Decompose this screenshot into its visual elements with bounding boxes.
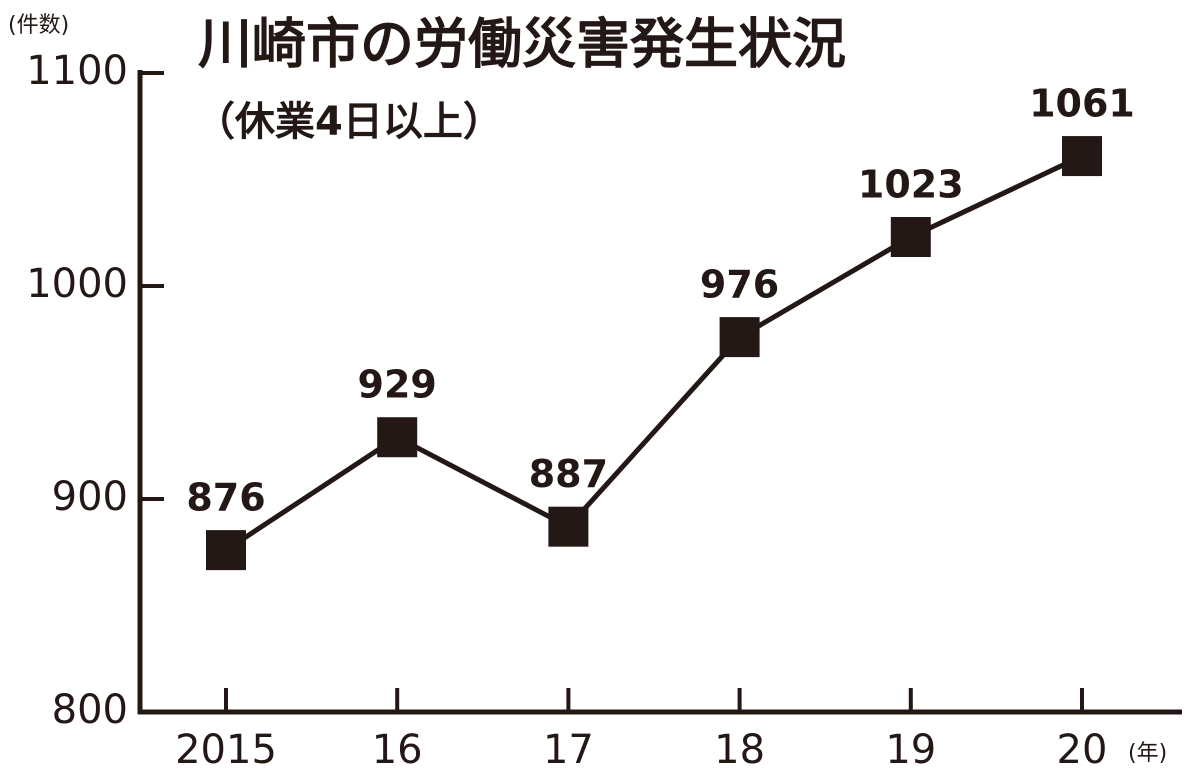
y-axis-label: (件数) <box>8 13 69 38</box>
marker <box>719 317 760 358</box>
y-tick-label: 900 <box>52 474 128 520</box>
x-tick-label: 20 <box>1057 727 1108 773</box>
data-label: 976 <box>700 263 779 307</box>
chart-title: 川崎市の労働災害発生状況 <box>198 13 846 76</box>
marker <box>890 217 931 258</box>
x-tick-label: 19 <box>885 727 936 773</box>
chart-subtitle: （休業4日以上） <box>195 99 503 145</box>
line <box>224 153 1084 553</box>
marker <box>548 506 589 547</box>
marker <box>377 417 418 458</box>
data-label: 929 <box>358 363 437 407</box>
data-label: 876 <box>186 476 265 520</box>
x-tick-label: 18 <box>714 727 765 773</box>
marker <box>206 530 246 571</box>
x-tick-label: 17 <box>543 727 594 773</box>
data-label: 1061 <box>1029 82 1135 126</box>
data-label: 887 <box>529 452 608 496</box>
x-tick-label: 2015 <box>175 727 277 773</box>
x-tick-label: 16 <box>372 727 423 773</box>
y-tick-label: 1100 <box>26 48 128 94</box>
y-tick-label: 1000 <box>26 261 128 307</box>
marker <box>1062 136 1102 177</box>
y-tick-label: 800 <box>52 687 128 733</box>
x-axis-label: (年) <box>1128 741 1167 766</box>
data-label: 1023 <box>858 163 964 207</box>
